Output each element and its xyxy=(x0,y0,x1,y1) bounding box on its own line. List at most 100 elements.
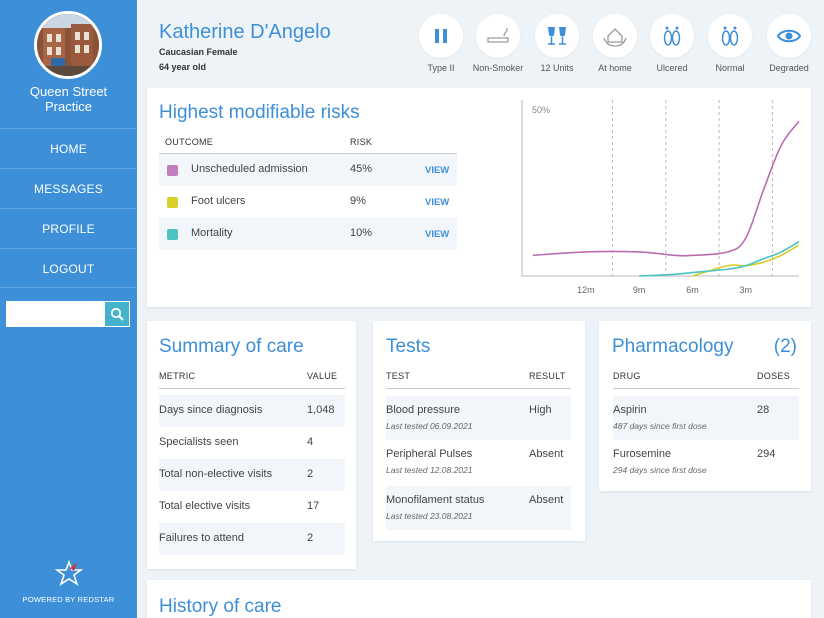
risk-outcome: Foot ulcers xyxy=(191,195,246,207)
x-tick-label: 12m xyxy=(577,285,595,295)
x-tick-label: 3m xyxy=(739,285,752,295)
feet-icon xyxy=(721,26,739,46)
view-link[interactable]: VIEW xyxy=(425,229,450,240)
risk-outcome: Unscheduled admission xyxy=(191,163,308,175)
stat-label: Non-Smoker xyxy=(472,63,524,73)
stat-label: 12 Units xyxy=(540,63,574,73)
summary-value: 4 xyxy=(307,436,314,448)
summary-row: Total elective visits 17 xyxy=(159,491,345,523)
stat-living[interactable]: At home xyxy=(587,14,643,73)
summary-title: Summary of care xyxy=(159,336,304,357)
stat-label: At home xyxy=(598,63,632,73)
col-value: VALUE xyxy=(307,371,338,381)
col-outcome: OUTCOME xyxy=(165,137,214,147)
search-button[interactable] xyxy=(105,302,129,326)
test-result: Absent xyxy=(529,494,564,506)
nav-profile[interactable]: PROFILE xyxy=(0,208,137,248)
series-line xyxy=(692,244,800,277)
drug-doses: 28 xyxy=(757,404,770,416)
summary-value: 2 xyxy=(307,532,314,544)
test-date: Last tested 23.08.2021 xyxy=(386,511,473,521)
stat-smoking[interactable]: Non-Smoker xyxy=(470,14,526,73)
test-name: Monofilament status xyxy=(386,494,485,506)
nav-messages[interactable]: MESSAGES xyxy=(0,168,137,208)
stat-foot-sensation[interactable]: Normal xyxy=(702,14,758,73)
summary-metric: Failures to attend xyxy=(159,532,244,544)
pharmacology-table: DRUG DOSES Aspirin 487 days since first … xyxy=(613,371,799,484)
home-care-icon xyxy=(603,28,627,47)
risk-row: Mortality 10% VIEW xyxy=(159,218,457,250)
risks-table-header: OUTCOME RISK xyxy=(159,136,457,154)
risks-table: OUTCOME RISK Unscheduled admission 45% V… xyxy=(159,136,457,250)
test-date: Last tested 06.09.2021 xyxy=(386,421,473,431)
drug-name: Aspirin xyxy=(613,404,647,416)
powered-by-label: POWERED BY REDSTAR xyxy=(22,595,115,604)
pharmacology-title: Pharmacology xyxy=(612,336,734,357)
risk-value: 45% xyxy=(350,163,373,175)
patient-header: Katherine D'Angelo Caucasian Female 64 y… xyxy=(137,0,824,85)
summary-table: METRIC VALUE Days since diagnosis 1,048 … xyxy=(159,371,345,555)
patient-age: 64 year old xyxy=(159,62,207,72)
pharmacology-table-header: DRUG DOSES xyxy=(613,371,799,389)
summary-metric: Days since diagnosis xyxy=(159,404,263,416)
risk-value: 9% xyxy=(350,195,366,207)
stat-diabetes-type[interactable]: Type II xyxy=(413,14,469,73)
practice-name: Queen Street Practice xyxy=(0,84,137,114)
view-link[interactable]: VIEW xyxy=(425,165,450,176)
redstar-logo-icon xyxy=(54,559,83,586)
summary-row: Days since diagnosis 1,048 xyxy=(159,395,345,427)
stat-vision[interactable]: Degraded xyxy=(761,14,817,73)
foot-icon xyxy=(663,26,681,46)
pharmacology-card: Pharmacology (2) DRUG DOSES Aspirin 487 … xyxy=(599,321,811,491)
patient-name: Katherine D'Angelo xyxy=(159,21,331,43)
pharmacology-count: (2) xyxy=(773,336,797,357)
practice-photo xyxy=(34,11,102,79)
test-row: Blood pressure Last tested 06.09.2021 Hi… xyxy=(386,396,571,440)
stat-label: Normal xyxy=(715,63,745,73)
stat-alcohol[interactable]: 12 Units xyxy=(529,14,585,73)
drug-doses: 294 xyxy=(757,448,776,460)
history-title: History of care xyxy=(159,596,282,617)
summary-row: Specialists seen 4 xyxy=(159,427,345,459)
cigarette-icon xyxy=(487,27,509,43)
practice-name-line2: Practice xyxy=(45,99,92,114)
test-row: Peripheral Pulses Last tested 12.08.2021… xyxy=(386,440,571,486)
col-test: TEST xyxy=(386,371,411,381)
stat-label: Type II xyxy=(427,63,455,73)
view-link[interactable]: VIEW xyxy=(425,197,450,208)
tests-table-header: TEST RESULT xyxy=(386,371,571,389)
tests-title: Tests xyxy=(386,336,431,357)
stat-label: Ulcered xyxy=(656,63,688,73)
stat-foot-condition[interactable]: Ulcered xyxy=(644,14,700,73)
summary-value: 2 xyxy=(307,468,314,480)
sidebar: Queen Street Practice HOME MESSAGES PROF… xyxy=(0,0,137,618)
summary-value: 1,048 xyxy=(307,404,335,416)
risk-row: Unscheduled admission 45% VIEW xyxy=(159,154,457,186)
stat-label: Degraded xyxy=(769,63,809,73)
summary-card: Summary of care METRIC VALUE Days since … xyxy=(147,321,356,569)
test-date: Last tested 12.08.2021 xyxy=(386,465,473,475)
col-risk: RISK xyxy=(350,137,373,147)
practice-name-line1: Queen Street xyxy=(29,84,108,99)
search-icon xyxy=(110,307,124,321)
nav-home[interactable]: HOME xyxy=(0,128,137,168)
wine-glasses-icon xyxy=(548,27,566,45)
powered-by: POWERED BY REDSTAR xyxy=(0,559,137,604)
drug-since: 294 days since first dose xyxy=(613,465,707,475)
risk-value: 10% xyxy=(350,227,373,239)
col-result: RESULT xyxy=(529,371,566,381)
eye-icon xyxy=(776,29,802,43)
nav-logout[interactable]: LOGOUT xyxy=(0,248,137,288)
risk-row: Foot ulcers 9% VIEW xyxy=(159,186,457,218)
summary-metric: Specialists seen xyxy=(159,436,239,448)
legend-swatch xyxy=(167,165,178,176)
x-tick-label: 9m xyxy=(633,285,646,295)
x-tick-label: 6m xyxy=(686,285,699,295)
legend-swatch xyxy=(167,229,178,240)
patient-ethnicity-sex: Caucasian Female xyxy=(159,47,238,57)
search-input[interactable] xyxy=(6,301,104,327)
risk-trend-chart: 50% 12m 9m 6m 3m xyxy=(521,100,800,295)
risks-card: Highest modifiable risks OUTCOME RISK Un… xyxy=(147,88,811,307)
pause-icon xyxy=(435,29,447,43)
test-result: High xyxy=(529,404,552,416)
